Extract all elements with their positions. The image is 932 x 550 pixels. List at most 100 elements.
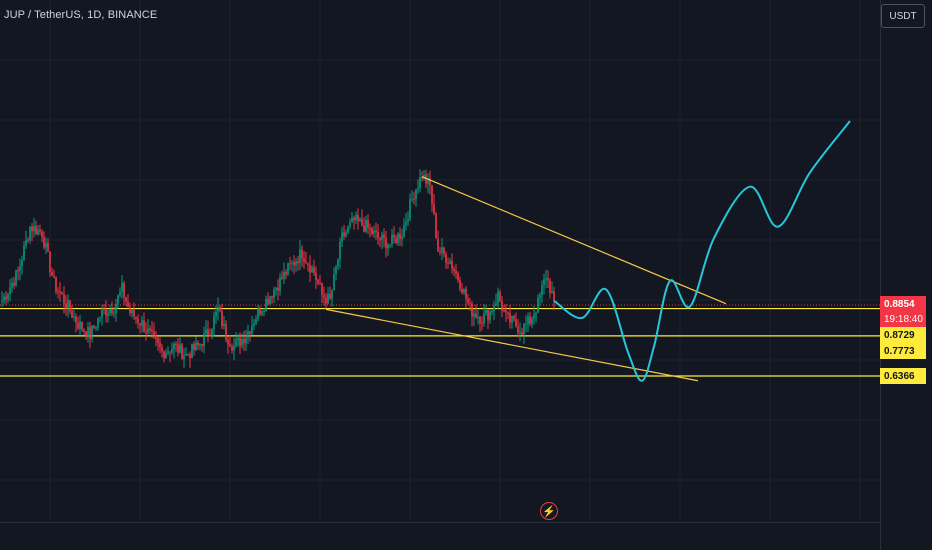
candle-body (9, 287, 11, 294)
candle-body (543, 279, 545, 286)
candle-body (359, 219, 361, 221)
candle-body (429, 178, 431, 186)
candle-body (321, 283, 323, 295)
candle-body (333, 274, 335, 291)
candle-body (51, 271, 53, 276)
candle-body (39, 229, 41, 232)
candle-body (79, 321, 81, 329)
candle-body (533, 314, 535, 319)
candle-body (115, 303, 117, 313)
candle-body (245, 338, 247, 344)
candle-body (363, 225, 365, 232)
candle-body (241, 338, 243, 346)
candle-body (15, 270, 17, 286)
candle-body (483, 313, 485, 324)
candle-body (501, 300, 503, 311)
candle-body (455, 270, 457, 274)
candle-body (89, 327, 91, 339)
candle-body (419, 177, 421, 189)
candle-body (135, 316, 137, 319)
candle-body (169, 351, 171, 353)
candle-body (53, 275, 55, 278)
candle-body (161, 347, 163, 352)
candle-body (287, 263, 289, 275)
candle-body (217, 307, 219, 312)
candle-body (167, 351, 169, 353)
candle-body (327, 293, 329, 304)
candle-body (171, 348, 173, 353)
candle-body (41, 231, 43, 237)
candle-body (417, 188, 419, 190)
projection-path[interactable] (553, 120, 851, 382)
candle-body (211, 329, 213, 337)
candle-body (5, 296, 7, 300)
candle-body (105, 309, 107, 316)
candle-body (357, 214, 359, 221)
candle-body (537, 297, 539, 313)
candle-body (71, 311, 73, 318)
price-axis-divider (880, 0, 881, 550)
candle-body (193, 343, 195, 350)
candle-body (415, 189, 417, 200)
candle-body (203, 333, 205, 347)
candle-body (215, 311, 217, 317)
candle-body (143, 320, 145, 332)
candle-body (187, 353, 189, 355)
candle-body (491, 311, 493, 313)
candle-body (159, 342, 161, 348)
candle-body (453, 268, 455, 271)
level-label-0: 0.8729 (880, 327, 926, 343)
candle-body (517, 326, 519, 333)
candle-body (55, 277, 57, 292)
candle-body (33, 226, 35, 232)
candle-body (421, 177, 423, 180)
candle-body (239, 337, 241, 346)
candle-body (307, 263, 309, 266)
candle-body (283, 271, 285, 279)
candle-body (347, 226, 349, 233)
candle-body (349, 222, 351, 227)
trendlines[interactable] (325, 176, 727, 382)
candle-body (273, 289, 275, 298)
lightning-icon[interactable]: ⚡ (540, 502, 558, 520)
currency-button[interactable]: USDT (881, 4, 925, 28)
candle-body (291, 262, 293, 264)
candle-body (49, 251, 51, 272)
candle-body (19, 265, 21, 272)
candle-body (487, 310, 489, 321)
candle-body (67, 300, 69, 309)
candle-body (383, 234, 385, 238)
candle-body (1, 300, 3, 302)
candle-body (173, 343, 175, 349)
trendline-1[interactable] (325, 308, 699, 382)
candle-body (447, 262, 449, 264)
candle-body (259, 308, 261, 315)
candle-body (127, 301, 129, 307)
candle-body (61, 292, 63, 295)
candle-body (123, 282, 125, 298)
candle-body (59, 291, 61, 293)
candle-body (403, 225, 405, 237)
candle-body (345, 232, 347, 237)
candle-body (295, 261, 297, 266)
candle-body (411, 198, 413, 200)
candle-body (249, 331, 251, 334)
candle-body (263, 310, 265, 312)
candle-body (405, 221, 407, 226)
candle-body (445, 254, 447, 263)
candle-body (495, 303, 497, 306)
candle-body (37, 229, 39, 235)
candle-body (247, 331, 249, 339)
horizontal-levels[interactable] (0, 304, 880, 377)
candle-body (553, 291, 555, 301)
candle-body (413, 198, 415, 200)
candle-body (181, 344, 183, 360)
candle-body (361, 219, 363, 226)
candle-body (253, 323, 255, 326)
candle-body (493, 305, 495, 312)
candle-body (551, 291, 553, 294)
candle-body (97, 318, 99, 328)
candle-body (277, 287, 279, 291)
candle-body (443, 247, 445, 255)
